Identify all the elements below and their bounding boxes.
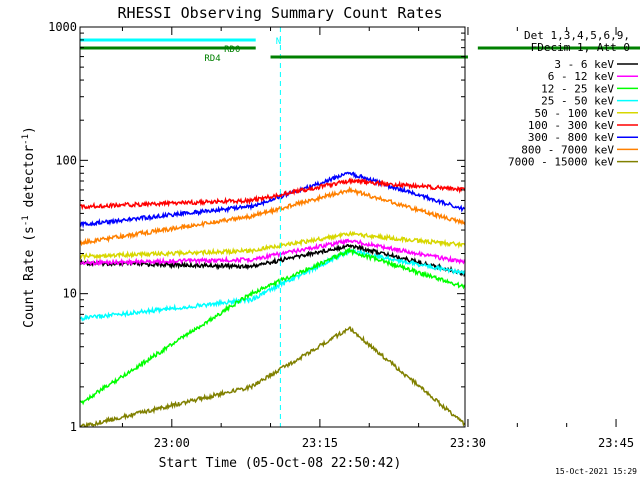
legend-header-line-1: Det 1,3,4,5,6,9, (524, 29, 630, 42)
render-timestamp: 15-Oct-2021 15:29 (555, 467, 637, 476)
y-tick-label: 10 (63, 287, 77, 301)
series-line (80, 230, 465, 261)
legend-entry-label: 25 - 50 keV (541, 95, 614, 108)
legend-entry-label: 100 - 300 keV (528, 119, 614, 132)
y-label-sup2: -1 (21, 134, 31, 145)
y-tick-label: 100 (55, 153, 77, 167)
flag-bar-label: N (276, 37, 281, 47)
legend-entry-label: 800 - 7000 keV (521, 143, 614, 156)
plot-frame (79, 26, 466, 428)
series-line (80, 185, 465, 247)
legend-header-line-2: FDecim 1, Att 0 (531, 41, 630, 54)
legend-entry-label: 12 - 25 keV (541, 82, 614, 95)
series-line (80, 326, 465, 427)
legend-entry-label: 3 - 6 keV (554, 58, 614, 71)
flag-bar-label: RD4 (204, 54, 220, 64)
series-group (80, 171, 465, 427)
x-tick-label: 23:00 (154, 436, 190, 450)
y-axis-ticks: 1 10 100 1000 (48, 20, 465, 434)
series-line (80, 171, 465, 229)
legend-entry-label: 300 - 800 keV (528, 131, 614, 144)
marker-lines (279, 27, 281, 427)
series-line (80, 238, 465, 267)
legend-entry-label: 6 - 12 keV (548, 70, 615, 83)
y-tick-label: 1 (70, 420, 77, 434)
chart-title: RHESSI Observing Summary Count Rates (117, 4, 442, 22)
flag-bars: N RD0 RD4 (80, 37, 640, 64)
x-axis-label: Start Time (05-Oct-08 22:50:42) (159, 456, 402, 471)
legend-entry-label: 7000 - 15000 keV (508, 156, 614, 169)
series-line (80, 176, 465, 211)
y-label-mid: detector (22, 145, 37, 216)
flag-bar-label: RD0 (224, 45, 240, 55)
x-tick-label: 23:30 (450, 436, 486, 450)
series-line (80, 247, 465, 322)
x-tick-label: 23:45 (598, 436, 634, 450)
y-tick-label: 1000 (48, 20, 77, 34)
legend-entry-label: 50 - 100 keV (535, 107, 615, 120)
x-tick-label: 23:15 (302, 436, 338, 450)
y-label-end: ) (22, 126, 37, 134)
y-label-main: Count Rate (s (22, 226, 37, 328)
y-label-sup1: -1 (21, 215, 31, 226)
series-line (80, 246, 465, 406)
y-axis-label: Count Rate (s-1 detector-1) (21, 126, 37, 328)
